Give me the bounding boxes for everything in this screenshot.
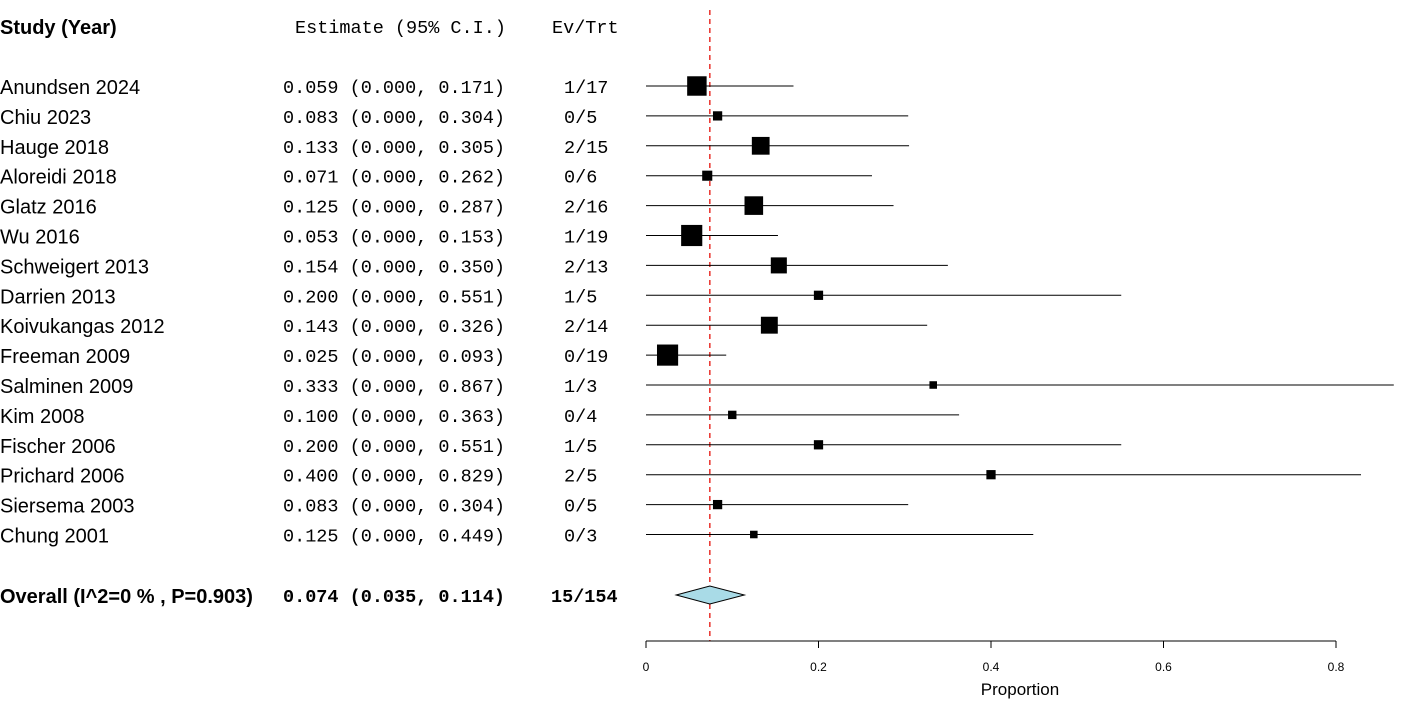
point-estimate-marker bbox=[813, 440, 824, 450]
study-estimate: 0.025 (0.000, 0.093) bbox=[283, 347, 505, 368]
x-tick-label: 0.6 bbox=[1155, 660, 1172, 674]
study-label: Salminen 2009 bbox=[0, 376, 133, 398]
study-label: Freeman 2009 bbox=[0, 346, 130, 368]
study-label: Koivukangas 2012 bbox=[0, 316, 165, 338]
study-label: Schweigert 2013 bbox=[0, 256, 149, 278]
study-estimate: 0.200 (0.000, 0.551) bbox=[283, 437, 505, 458]
point-estimate-marker bbox=[760, 316, 778, 334]
study-estimate: 0.083 (0.000, 0.304) bbox=[283, 108, 505, 129]
study-estimate: 0.053 (0.000, 0.153) bbox=[283, 228, 505, 249]
x-tick-label: 0 bbox=[643, 660, 650, 674]
study-label: Darrien 2013 bbox=[0, 286, 116, 308]
study-events: 1/5 bbox=[564, 287, 597, 308]
study-estimate: 0.200 (0.000, 0.551) bbox=[283, 287, 505, 308]
point-estimate-marker bbox=[681, 224, 703, 247]
study-events: 2/13 bbox=[564, 257, 608, 278]
study-events: 1/3 bbox=[564, 377, 597, 398]
point-estimate-marker bbox=[751, 136, 770, 155]
study-label: Aloreidi 2018 bbox=[0, 167, 117, 189]
study-label: Hauge 2018 bbox=[0, 137, 109, 159]
point-estimate-marker bbox=[929, 381, 937, 389]
x-axis-title: Proportion bbox=[981, 680, 1059, 699]
point-estimate-marker bbox=[687, 76, 707, 96]
study-estimate: 0.059 (0.000, 0.171) bbox=[283, 78, 505, 99]
point-estimate-marker bbox=[656, 344, 679, 366]
point-estimate-marker bbox=[712, 111, 723, 121]
study-rows-text: Anundsen 2024 0.059 (0.000, 0.171) 1/17 Chi… bbox=[0, 77, 608, 548]
x-tick-label: 0.4 bbox=[983, 660, 1000, 674]
study-events: 1/19 bbox=[564, 228, 608, 249]
study-events: 2/14 bbox=[564, 317, 608, 338]
header-estimate: Estimate (95% C.I.) bbox=[295, 18, 506, 39]
study-estimate: 0.083 (0.000, 0.304) bbox=[283, 497, 505, 518]
study-events: 0/3 bbox=[564, 527, 597, 548]
study-events: 0/19 bbox=[564, 347, 608, 368]
x-tick-label: 0.2 bbox=[810, 660, 827, 674]
study-estimate: 0.071 (0.000, 0.262) bbox=[283, 168, 505, 189]
study-events: 1/17 bbox=[564, 78, 608, 99]
point-estimate-marker bbox=[813, 290, 824, 300]
overall-diamond bbox=[674, 585, 747, 605]
point-estimate-marker bbox=[702, 170, 713, 181]
study-events: 0/5 bbox=[564, 108, 597, 129]
study-events: 2/5 bbox=[564, 467, 597, 488]
study-label: Kim 2008 bbox=[0, 406, 85, 428]
study-events: 1/5 bbox=[564, 437, 597, 458]
study-label: Glatz 2016 bbox=[0, 197, 97, 219]
study-events: 2/16 bbox=[564, 198, 608, 219]
study-label: Wu 2016 bbox=[0, 227, 80, 249]
study-estimate: 0.125 (0.000, 0.287) bbox=[283, 198, 505, 219]
study-estimate: 0.143 (0.000, 0.326) bbox=[283, 317, 505, 338]
header-events: Ev/Trt bbox=[552, 18, 619, 39]
study-estimate: 0.154 (0.000, 0.350) bbox=[283, 257, 505, 278]
study-estimate: 0.400 (0.000, 0.829) bbox=[283, 467, 505, 488]
point-estimate-marker bbox=[728, 410, 737, 420]
point-estimate-marker bbox=[770, 257, 787, 274]
study-markers bbox=[646, 76, 1394, 539]
point-estimate-marker bbox=[712, 499, 723, 510]
x-axis: Proportion 0 0.2 0.4 0.6 0.8 bbox=[643, 640, 1345, 699]
study-estimate: 0.125 (0.000, 0.449) bbox=[283, 527, 505, 548]
header-study: Study (Year) bbox=[0, 17, 117, 39]
study-events: 0/6 bbox=[564, 168, 597, 189]
x-tick-label: 0.8 bbox=[1328, 660, 1345, 674]
study-events: 0/5 bbox=[564, 497, 597, 518]
study-label: Chiu 2023 bbox=[0, 107, 91, 129]
study-label: Prichard 2006 bbox=[0, 466, 125, 488]
study-estimate: 0.100 (0.000, 0.363) bbox=[283, 407, 505, 428]
study-label: Anundsen 2024 bbox=[0, 77, 140, 99]
study-events: 2/15 bbox=[564, 138, 608, 159]
study-estimate: 0.133 (0.000, 0.305) bbox=[283, 138, 505, 159]
point-estimate-marker bbox=[744, 196, 764, 215]
overall-label: Overall (I^2=0 % , P=0.903) bbox=[0, 586, 253, 608]
point-estimate-marker bbox=[986, 470, 996, 480]
point-estimate-marker bbox=[750, 530, 758, 539]
study-label: Siersema 2003 bbox=[0, 496, 135, 518]
study-events: 0/4 bbox=[564, 407, 597, 428]
study-label: Fischer 2006 bbox=[0, 436, 116, 458]
study-label: Chung 2001 bbox=[0, 526, 109, 548]
overall-row: Overall (I^2=0 % , P=0.903) 0.074 (0.035… bbox=[0, 585, 747, 608]
overall-estimate: 0.074 (0.035, 0.114) bbox=[283, 587, 505, 608]
study-estimate: 0.333 (0.000, 0.867) bbox=[283, 377, 505, 398]
overall-events: 15/154 bbox=[551, 587, 618, 608]
